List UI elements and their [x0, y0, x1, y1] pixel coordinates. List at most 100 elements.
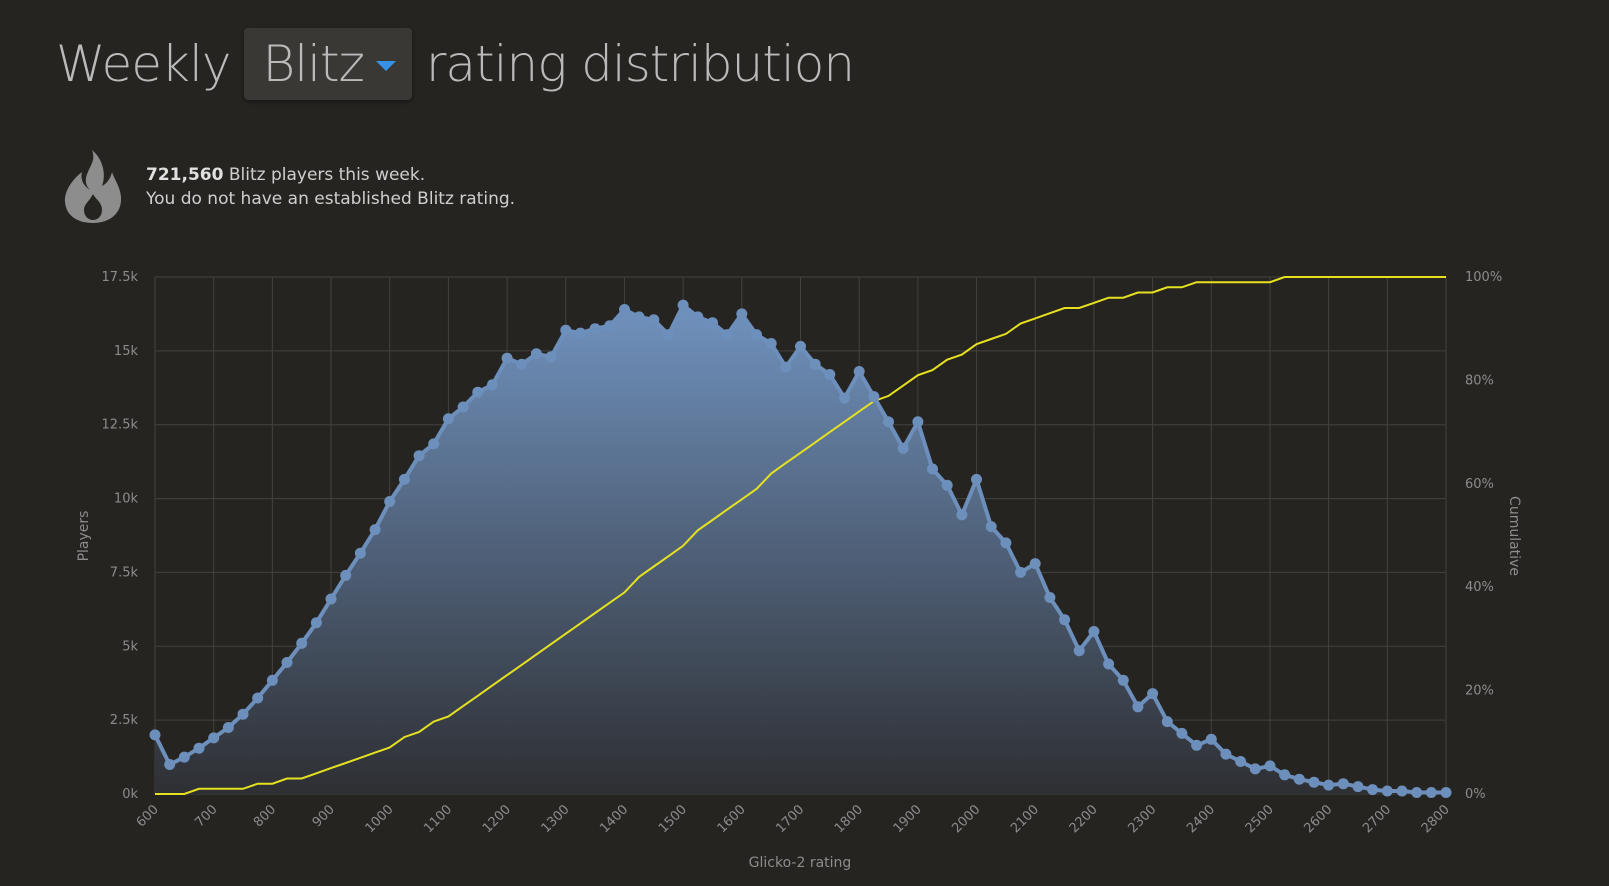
player-count: 721,560	[146, 165, 224, 185]
data-point-1425[interactable]	[633, 311, 645, 323]
data-point-2600[interactable]	[1323, 779, 1335, 791]
data-point-2425[interactable]	[1220, 748, 1232, 760]
data-point-1100[interactable]	[442, 413, 454, 425]
data-point-725[interactable]	[222, 722, 234, 733]
data-point-1350[interactable]	[589, 323, 601, 335]
data-point-1775[interactable]	[839, 392, 850, 404]
data-point-1475[interactable]	[663, 329, 674, 341]
data-point-2725[interactable]	[1396, 785, 1408, 797]
data-point-2100[interactable]	[1029, 558, 1041, 570]
x-tick-label-1: 700	[192, 802, 220, 830]
data-point-1875[interactable]	[897, 442, 909, 454]
data-point-1800[interactable]	[853, 366, 865, 377]
data-point-2125[interactable]	[1044, 592, 1056, 603]
data-point-1575[interactable]	[721, 329, 733, 341]
perf-type-select[interactable]: Blitz	[244, 28, 412, 100]
data-point-925[interactable]	[340, 569, 352, 581]
data-point-850[interactable]	[296, 637, 308, 649]
data-point-2775[interactable]	[1425, 787, 1437, 798]
data-point-1950[interactable]	[941, 479, 953, 491]
data-point-950[interactable]	[354, 547, 366, 559]
data-point-2625[interactable]	[1337, 778, 1349, 790]
data-point-1600[interactable]	[736, 308, 748, 320]
data-point-2350[interactable]	[1176, 727, 1188, 739]
data-point-800[interactable]	[266, 674, 278, 686]
data-point-2025[interactable]	[985, 521, 997, 533]
data-point-1925[interactable]	[927, 463, 938, 475]
data-point-2200[interactable]	[1088, 626, 1100, 637]
data-point-1000[interactable]	[384, 496, 396, 507]
data-point-2000[interactable]	[971, 473, 982, 485]
data-point-1125[interactable]	[457, 401, 469, 413]
data-point-2050[interactable]	[1000, 537, 1012, 549]
data-point-675[interactable]	[193, 742, 205, 754]
data-point-2375[interactable]	[1191, 739, 1203, 751]
data-point-825[interactable]	[281, 657, 293, 668]
y-tick-label-0: 0k	[122, 787, 138, 802]
data-point-750[interactable]	[237, 708, 249, 720]
data-point-1200[interactable]	[501, 352, 513, 364]
data-point-2225[interactable]	[1103, 658, 1115, 670]
data-point-600[interactable]	[149, 729, 161, 741]
data-point-1450[interactable]	[648, 314, 660, 326]
data-point-2525[interactable]	[1279, 769, 1291, 781]
data-point-1700[interactable]	[795, 340, 806, 352]
data-point-1525[interactable]	[692, 311, 704, 323]
data-point-1325[interactable]	[574, 327, 586, 339]
data-point-1275[interactable]	[545, 351, 557, 363]
data-point-975[interactable]	[369, 524, 381, 536]
players-area	[155, 305, 1446, 794]
data-point-775[interactable]	[252, 692, 264, 704]
data-point-2750[interactable]	[1411, 787, 1423, 798]
data-point-1500[interactable]	[677, 299, 689, 311]
data-point-1300[interactable]	[560, 324, 572, 336]
data-point-1225[interactable]	[516, 358, 528, 370]
data-point-625[interactable]	[164, 759, 176, 770]
data-point-1075[interactable]	[428, 438, 440, 450]
data-point-1400[interactable]	[619, 304, 630, 315]
data-point-1750[interactable]	[824, 369, 836, 380]
data-point-1725[interactable]	[809, 358, 821, 370]
data-point-1650[interactable]	[765, 338, 777, 349]
data-point-1625[interactable]	[751, 329, 762, 341]
data-point-1675[interactable]	[780, 361, 792, 373]
data-point-2450[interactable]	[1235, 756, 1247, 767]
data-point-1850[interactable]	[883, 416, 894, 428]
data-point-2175[interactable]	[1073, 645, 1085, 657]
data-point-2400[interactable]	[1205, 733, 1217, 745]
data-point-2700[interactable]	[1381, 785, 1393, 797]
data-point-2500[interactable]	[1264, 760, 1276, 772]
data-point-1375[interactable]	[604, 320, 616, 332]
data-point-1050[interactable]	[413, 450, 425, 462]
data-point-2575[interactable]	[1308, 776, 1320, 788]
y-axis: 0k 2.5k 5k 7.5k 10k 12.5k 15k 17.5k	[102, 270, 139, 802]
data-point-1150[interactable]	[472, 386, 484, 398]
data-point-1975[interactable]	[956, 509, 968, 521]
x-tick-label-17: 2300	[1125, 802, 1159, 836]
data-point-1025[interactable]	[398, 473, 410, 485]
data-point-2650[interactable]	[1352, 781, 1364, 793]
data-point-650[interactable]	[178, 751, 190, 763]
data-point-1900[interactable]	[912, 416, 924, 428]
data-point-2075[interactable]	[1015, 566, 1027, 578]
data-point-900[interactable]	[325, 593, 337, 605]
data-point-2475[interactable]	[1249, 763, 1261, 775]
data-point-2275[interactable]	[1132, 701, 1144, 713]
data-point-2325[interactable]	[1161, 716, 1173, 728]
data-point-1825[interactable]	[868, 391, 880, 403]
data-point-700[interactable]	[208, 732, 220, 744]
x-tick-label-16: 2200	[1067, 802, 1101, 836]
data-point-2800[interactable]	[1440, 787, 1452, 798]
flame-icon	[64, 150, 122, 223]
data-point-1175[interactable]	[486, 379, 498, 391]
data-point-1550[interactable]	[707, 317, 718, 329]
data-point-2300[interactable]	[1147, 688, 1159, 700]
data-point-875[interactable]	[310, 617, 322, 629]
data-point-2150[interactable]	[1059, 614, 1071, 626]
data-point-2250[interactable]	[1117, 674, 1129, 686]
data-point-2550[interactable]	[1293, 773, 1305, 785]
data-point-2675[interactable]	[1367, 784, 1379, 796]
x-tick-label-22: 2800	[1419, 802, 1453, 836]
x-tick-label-3: 900	[310, 802, 338, 830]
data-point-1250[interactable]	[530, 348, 542, 360]
